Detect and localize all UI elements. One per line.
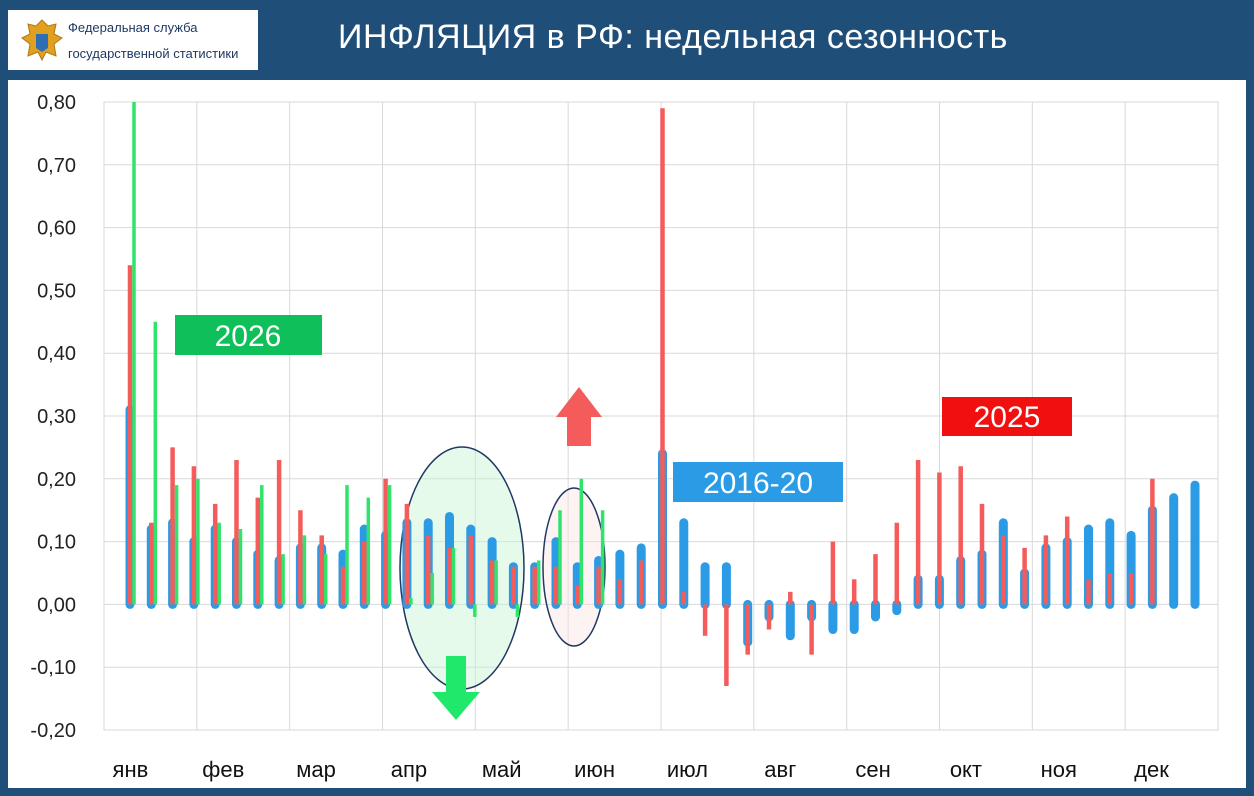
down-arrow-icon: [432, 656, 480, 720]
month-label: июн: [574, 757, 615, 782]
y-tick-label: -0,10: [30, 657, 76, 679]
y-tick-label: 0,80: [37, 92, 76, 114]
y-axis: 0,80 0,70 0,60 0,50 0,40 0,30 0,20 0,10 0,00 -0,1…: [30, 92, 76, 742]
y-tick-label: 0,40: [37, 343, 76, 365]
y-tick-label: 0,20: [37, 469, 76, 491]
badge-2026: [175, 315, 322, 355]
page-title: ИНФЛЯЦИЯ в РФ: недельная сезонность: [338, 18, 1008, 56]
month-label: янв: [113, 757, 149, 782]
y-tick-label: 0,30: [37, 406, 76, 428]
logo-text-line2: государственной статистики: [68, 46, 239, 61]
y-tick-label: 0,60: [37, 218, 76, 240]
month-label: окт: [950, 757, 982, 782]
chart-panel: 0,80 0,70 0,60 0,50 0,40 0,30 0,20 0,10 0,00 -0,1…: [8, 80, 1246, 788]
header-bar: Федеральная служба государственной стати…: [0, 0, 1254, 80]
month-label: сен: [855, 757, 890, 782]
y-tick-label: 0,70: [37, 155, 76, 177]
badge-2016-20: [673, 462, 843, 502]
badge-2025: [942, 397, 1072, 436]
badge-2016-20-label: 2016-20: [703, 467, 813, 500]
month-label: июл: [667, 757, 708, 782]
y-tick-label: 0,10: [37, 532, 76, 554]
badge-2025-label: 2025: [974, 401, 1041, 434]
month-label: апр: [391, 757, 427, 782]
month-label: мар: [296, 757, 336, 782]
month-label: авг: [764, 757, 796, 782]
month-label: май: [482, 757, 522, 782]
month-label: ноя: [1041, 757, 1077, 782]
y-tick-label: 0,50: [37, 280, 76, 302]
y-tick-label: -0,20: [30, 720, 76, 742]
inflation-chart: 0,80 0,70 0,60 0,50 0,40 0,30 0,20 0,10 0,00 -0,1…: [30, 92, 1219, 782]
month-label: фев: [202, 757, 244, 782]
up-arrow-icon: [556, 387, 602, 446]
eagle-emblem-icon: [21, 19, 63, 62]
may-highlight-ellipse: [399, 446, 525, 690]
annotations: 2026 2025 2016-20: [175, 315, 1072, 720]
x-axis: янв фев мар апр май июн июл авг сен окт ноя дек: [113, 757, 1170, 782]
y-tick-label: 0,00: [37, 594, 76, 616]
bars: [125, 102, 1200, 687]
logo-text-line1: Федеральная служба: [68, 20, 198, 35]
rosstat-logo: Федеральная служба государственной стати…: [8, 10, 258, 70]
badge-2026-label: 2026: [215, 320, 282, 353]
month-label: дек: [1134, 757, 1169, 782]
